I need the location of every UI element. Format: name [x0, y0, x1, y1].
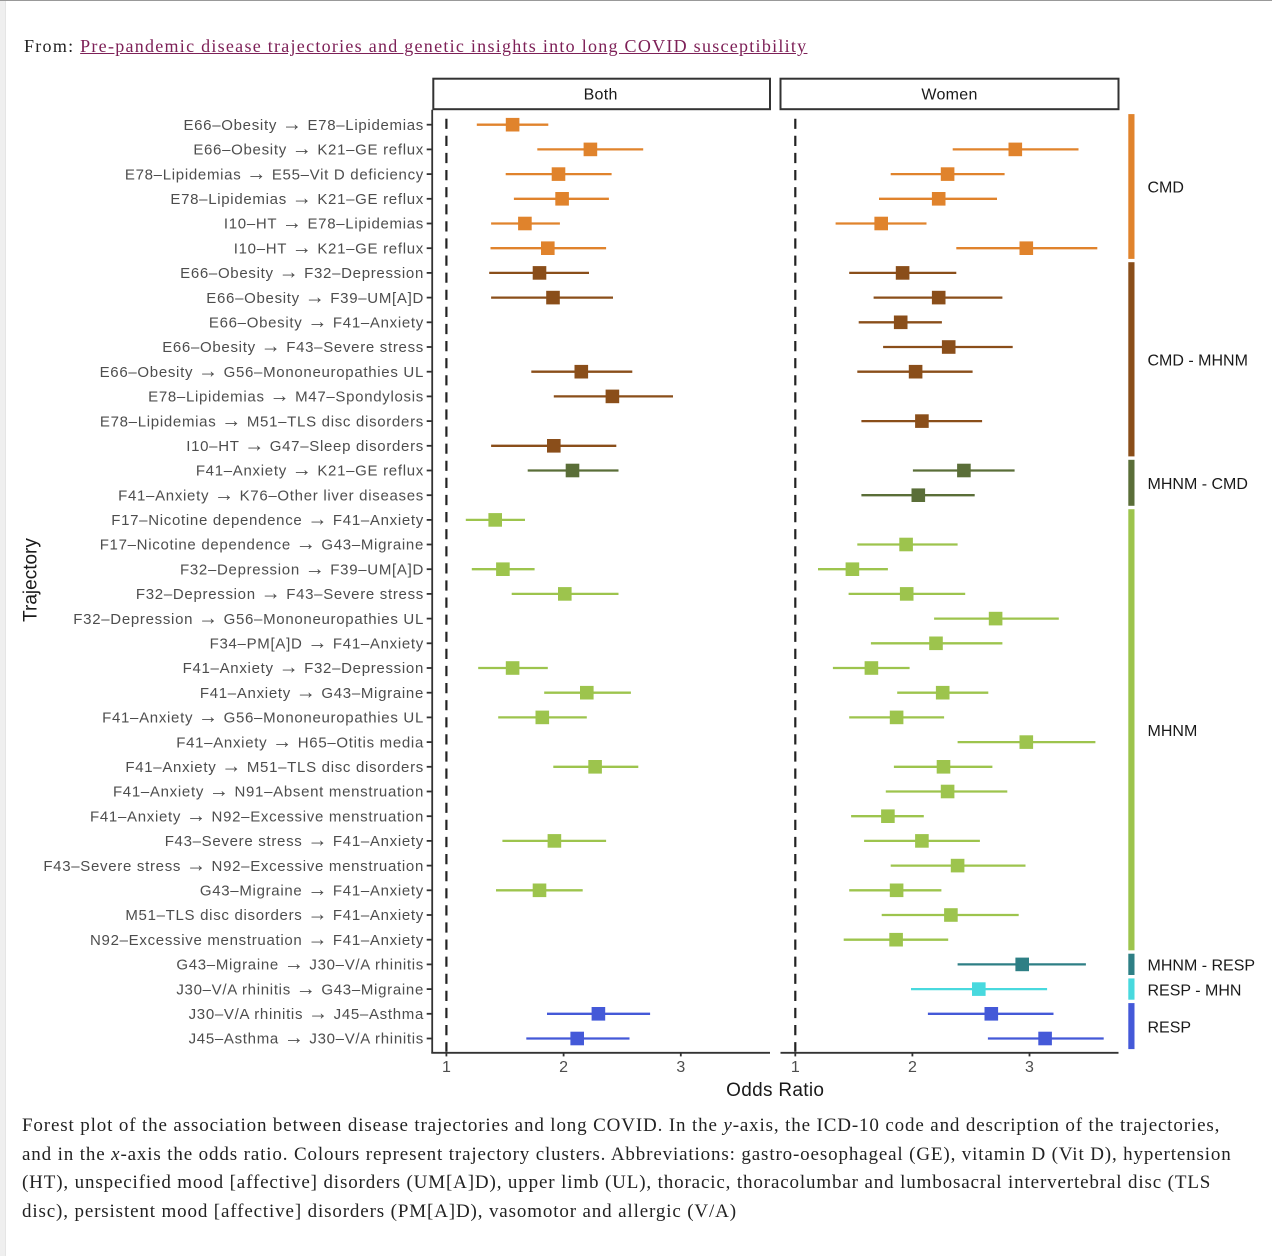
- svg-text:F17–Nicotine dependence →​ F41: F17–Nicotine dependence →​ F41–Anxiety: [111, 509, 424, 531]
- svg-text:Odds Ratio: Odds Ratio: [726, 1080, 824, 1101]
- svg-text:E66–Obesity →​ G56–Mononeuropa: E66–Obesity →​ G56–Mononeuropathies UL: [100, 360, 424, 382]
- svg-text:3: 3: [676, 1059, 685, 1076]
- svg-text:J45–Asthma →​ J30–V/A rhinitis: J45–Asthma →​ J30–V/A rhinitis: [189, 1027, 424, 1049]
- svg-text:F41–Anxiety →​ M51–TLS disc di: F41–Anxiety →​ M51–TLS disc disorders: [125, 756, 424, 778]
- svg-text:F41–Anxiety →​ G43–Migraine: F41–Anxiety →​ G43–Migraine: [200, 681, 424, 703]
- svg-text:F41–Anxiety →​ F32–Depression: F41–Anxiety →​ F32–Depression: [183, 657, 424, 679]
- svg-text:F41–Anxiety →​ G56–Mononeuropa: F41–Anxiety →​ G56–Mononeuropathies UL: [102, 706, 424, 728]
- svg-text:F43–Severe stress →​ N92–Exces: F43–Severe stress →​ N92–Excessive menst…: [43, 854, 424, 876]
- svg-text:3: 3: [1025, 1059, 1034, 1076]
- svg-text:MHNM: MHNM: [1148, 723, 1198, 740]
- svg-text:RESP: RESP: [1148, 1019, 1192, 1036]
- svg-text:F32–Depression →​ G56–Mononeur: F32–Depression →​ G56–Mononeuropathies U…: [73, 607, 424, 629]
- svg-text:E66–Obesity →​ K21–GE reflux: E66–Obesity →​ K21–GE reflux: [193, 138, 424, 160]
- svg-text:RESP - MHN: RESP - MHN: [1148, 982, 1242, 999]
- svg-text:I10–HT →​ K21–GE reflux: I10–HT →​ K21–GE reflux: [234, 237, 424, 259]
- svg-text:E66–Obesity →​ F32–Depression: E66–Obesity →​ F32–Depression: [180, 262, 424, 284]
- svg-text:E78–Lipidemias →​ M51–TLS disc: E78–Lipidemias →​ M51–TLS disc disorders: [100, 410, 424, 432]
- svg-text:F41–Anxiety →​ N91–Absent mens: F41–Anxiety →​ N91–Absent menstruation: [113, 780, 424, 802]
- svg-text:1: 1: [442, 1059, 451, 1076]
- svg-text:N92–Excessive menstruation →​: N92–Excessive menstruation →​ F41–Anxiet…: [90, 928, 424, 950]
- svg-text:2: 2: [559, 1059, 568, 1076]
- svg-text:F41–Anxiety →​ H65–Otitis medi: F41–Anxiety →​ H65–Otitis media: [176, 731, 424, 753]
- svg-text:F41–Anxiety →​ K76–Other liver: F41–Anxiety →​ K76–Other liver diseases: [118, 484, 424, 506]
- svg-text:E66–Obesity →​ F43–Severe stre: E66–Obesity →​ F43–Severe stress: [162, 336, 424, 358]
- svg-text:I10–HT →​ E78–Lipidemias: I10–HT →​ E78–Lipidemias: [224, 212, 424, 234]
- svg-text:F43–Severe stress →​ F41–Anxie: F43–Severe stress →​ F41–Anxiety: [165, 830, 424, 852]
- svg-text:CMD - MHNM: CMD - MHNM: [1148, 353, 1248, 370]
- svg-text:1: 1: [791, 1059, 800, 1076]
- svg-text:J30–V/A rhinitis →​ G43–Migrai: J30–V/A rhinitis →​ G43–Migraine: [176, 978, 424, 1000]
- svg-text:E78–Lipidemias →​ K21–GE reflu: E78–Lipidemias →​ K21–GE reflux: [170, 188, 424, 210]
- svg-text:I10–HT →​ G47–Sleep disorders: I10–HT →​ G47–Sleep disorders: [186, 435, 424, 457]
- svg-text:F34–PM[A]D →​ F41–Anxiety: F34–PM[A]D →​ F41–Anxiety: [210, 632, 424, 654]
- svg-text:MHNM - CMD: MHNM - CMD: [1148, 476, 1248, 493]
- svg-text:G43–Migraine →​ J30–V/A rhinit: G43–Migraine →​ J30–V/A rhinitis: [176, 953, 424, 975]
- svg-text:Women: Women: [921, 87, 977, 104]
- svg-text:E78–Lipidemias →​ E55–Vit D de: E78–Lipidemias →​ E55–Vit D deficiency: [125, 163, 424, 185]
- svg-text:Trajectory: Trajectory: [21, 538, 42, 622]
- svg-text:F32–Depression →​ F43–Severe s: F32–Depression →​ F43–Severe stress: [136, 583, 424, 605]
- svg-text:E66–Obesity →​ F39–UM[A]D: E66–Obesity →​ F39–UM[A]D: [206, 286, 424, 308]
- svg-text:Both: Both: [584, 87, 618, 104]
- svg-text:2: 2: [908, 1059, 917, 1076]
- svg-text:E66–Obesity →​ E78–Lipidemias: E66–Obesity →​ E78–Lipidemias: [183, 113, 424, 135]
- svg-text:M51–TLS disc disorders →​ F41–: M51–TLS disc disorders →​ F41–Anxiety: [125, 904, 424, 926]
- svg-text:F17–Nicotine dependence →​ G43: F17–Nicotine dependence →​ G43–Migraine: [100, 533, 424, 555]
- svg-text:CMD: CMD: [1148, 180, 1184, 197]
- svg-text:F41–Anxiety →​ K21–GE reflux: F41–Anxiety →​ K21–GE reflux: [196, 459, 424, 481]
- svg-text:F41–Anxiety →​ N92–Excessive m: F41–Anxiety →​ N92–Excessive menstruatio…: [90, 805, 424, 827]
- svg-text:J30–V/A rhinitis →​ J45–Asthma: J30–V/A rhinitis →​ J45–Asthma: [189, 1003, 424, 1025]
- svg-text:E78–Lipidemias →​ M47–Spondylo: E78–Lipidemias →​ M47–Spondylosis: [148, 385, 424, 407]
- svg-text:E66–Obesity →​ F41–Anxiety: E66–Obesity →​ F41–Anxiety: [209, 311, 424, 333]
- svg-text:G43–Migraine →​ F41–Anxiety: G43–Migraine →​ F41–Anxiety: [200, 879, 424, 901]
- svg-text:MHNM - RESP: MHNM - RESP: [1148, 958, 1256, 975]
- svg-text:F32–Depression →​ F39–UM[A]D: F32–Depression →​ F39–UM[A]D: [180, 558, 424, 580]
